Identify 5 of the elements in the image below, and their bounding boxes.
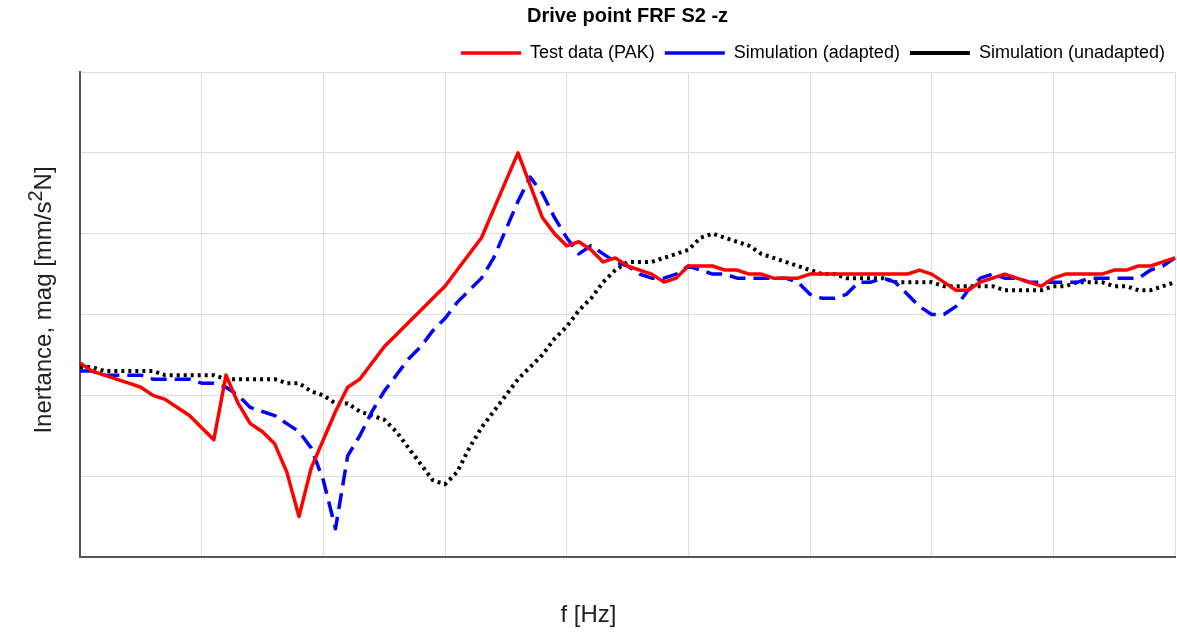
legend-label: Test data (PAK) (530, 41, 655, 62)
chart-title: Drive point FRF S2 -z (526, 3, 729, 26)
x-axis-title: f [Hz] (559, 600, 618, 628)
legend-label: Simulation (unadapted) (978, 41, 1166, 62)
legend-label: Simulation (adapted) (733, 41, 900, 62)
